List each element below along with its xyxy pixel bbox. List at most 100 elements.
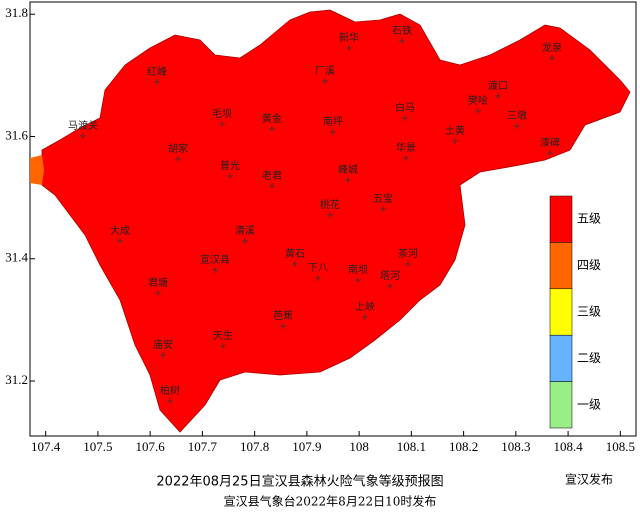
place-label: 柏树: [160, 384, 180, 397]
place-marker: [155, 290, 161, 296]
place-label: 厂溪: [315, 65, 335, 77]
place-marker: [167, 398, 173, 404]
place-label: 毛坝: [212, 108, 232, 120]
place-label: 上峡: [355, 300, 375, 313]
x-tick-label: 108: [349, 439, 369, 454]
place-label: 新华: [339, 31, 359, 44]
legend-label: 三级: [577, 305, 601, 319]
legend-swatch: [549, 381, 573, 429]
x-tick-label: 108.3: [501, 439, 530, 454]
legend-swatch: [549, 334, 573, 382]
legend-label: 一级: [577, 397, 601, 411]
place-label: 下八: [308, 263, 328, 274]
place-marker: [380, 206, 386, 212]
legend-label: 五级: [577, 212, 601, 226]
place-label: 白马: [395, 101, 415, 114]
place-label: 清溪: [235, 224, 255, 237]
place-marker: [547, 150, 553, 156]
y-tick-label: 31.6: [5, 127, 28, 142]
place-marker: [242, 238, 248, 244]
place-label: 南坪: [323, 115, 343, 128]
place-marker: [362, 314, 368, 320]
y-tick-label: 31.8: [5, 5, 28, 20]
place-marker: [355, 277, 361, 283]
place-marker: [495, 93, 501, 99]
x-tick-label: 108.4: [553, 439, 583, 454]
place-marker: [269, 126, 275, 132]
place-label: 南坝: [348, 263, 368, 276]
x-tick-label: 108.2: [449, 439, 478, 454]
place-label: 庙安: [153, 338, 173, 351]
place-label: 五宝: [373, 192, 393, 205]
place-label: 茶河: [398, 247, 418, 260]
place-label: 红峰: [147, 65, 167, 78]
place-marker: [292, 261, 298, 267]
place-marker: [399, 38, 405, 44]
place-marker: [269, 183, 275, 189]
place-marker: [220, 343, 226, 349]
place-label: 胡家: [168, 142, 188, 155]
place-marker: [549, 55, 555, 61]
place-label: 土黄: [445, 124, 465, 137]
place-marker: [346, 45, 352, 51]
place-label: 龙泉: [542, 41, 562, 54]
legend-label: 二级: [577, 351, 601, 365]
place-marker: [154, 79, 160, 85]
place-marker: [327, 212, 333, 218]
place-marker: [227, 173, 233, 179]
place-label: 天生: [213, 329, 233, 342]
place-marker: [280, 323, 286, 329]
legend-swatch: [549, 288, 573, 336]
county-region: [41, 9, 631, 433]
place-label: 石铁: [392, 24, 412, 37]
place-label: 塔河: [380, 269, 400, 282]
x-tick-label: 107.7: [188, 439, 218, 454]
x-tick-label: 107.6: [136, 439, 166, 454]
y-tick-label: 31.2: [5, 372, 28, 387]
place-label: 马渡关: [68, 119, 98, 132]
place-marker: [80, 133, 86, 139]
place-label: 大成: [110, 224, 130, 237]
map-title: 2022年08月25日宣汉县森林火险气象等级预报图: [156, 474, 443, 490]
legend-swatch: [549, 242, 573, 290]
place-label: 三墩: [507, 109, 527, 122]
place-label: 黄金: [262, 112, 282, 125]
x-tick-label: 107.5: [83, 439, 112, 454]
place-marker: [452, 138, 458, 144]
orange-patch: [30, 155, 44, 185]
place-marker: [315, 275, 321, 281]
place-label: 峰城: [338, 164, 358, 176]
place-marker: [322, 78, 328, 84]
place-label: 老君: [262, 169, 282, 182]
place-marker: [403, 155, 409, 161]
place-marker: [345, 177, 351, 183]
x-tick-label: 108.5: [606, 439, 635, 454]
place-label: 桃花: [320, 198, 340, 211]
x-tick-label: 107.4: [31, 439, 61, 454]
legend-label: 四级: [577, 258, 601, 272]
x-tick-label: 108.1: [397, 439, 426, 454]
place-marker: [402, 115, 408, 121]
place-marker: [387, 283, 393, 289]
place-marker: [330, 129, 336, 135]
place-label: 普光: [220, 159, 240, 172]
watermark: 宣汉发布: [565, 472, 613, 487]
place-marker: [117, 238, 123, 244]
map-subtitle: 宣汉县气象台2022年8月22日10时发布: [224, 494, 437, 509]
place-marker: [160, 352, 166, 358]
y-tick-label: 31.4: [5, 250, 28, 265]
place-label: 宣汉县: [200, 253, 230, 266]
place-label: 君塘: [148, 276, 168, 289]
x-tick-label: 107.8: [240, 439, 269, 454]
place-label: 渡口: [488, 79, 508, 92]
place-marker: [219, 121, 225, 127]
place-marker: [514, 123, 520, 129]
place-label: 樊哙: [468, 94, 488, 107]
place-label: 黄石: [285, 247, 305, 260]
place-label: 芭蕉: [273, 309, 293, 322]
place-marker: [212, 267, 218, 273]
place-marker: [475, 108, 481, 114]
place-marker: [405, 261, 411, 267]
place-label: 漆碑: [540, 136, 560, 149]
